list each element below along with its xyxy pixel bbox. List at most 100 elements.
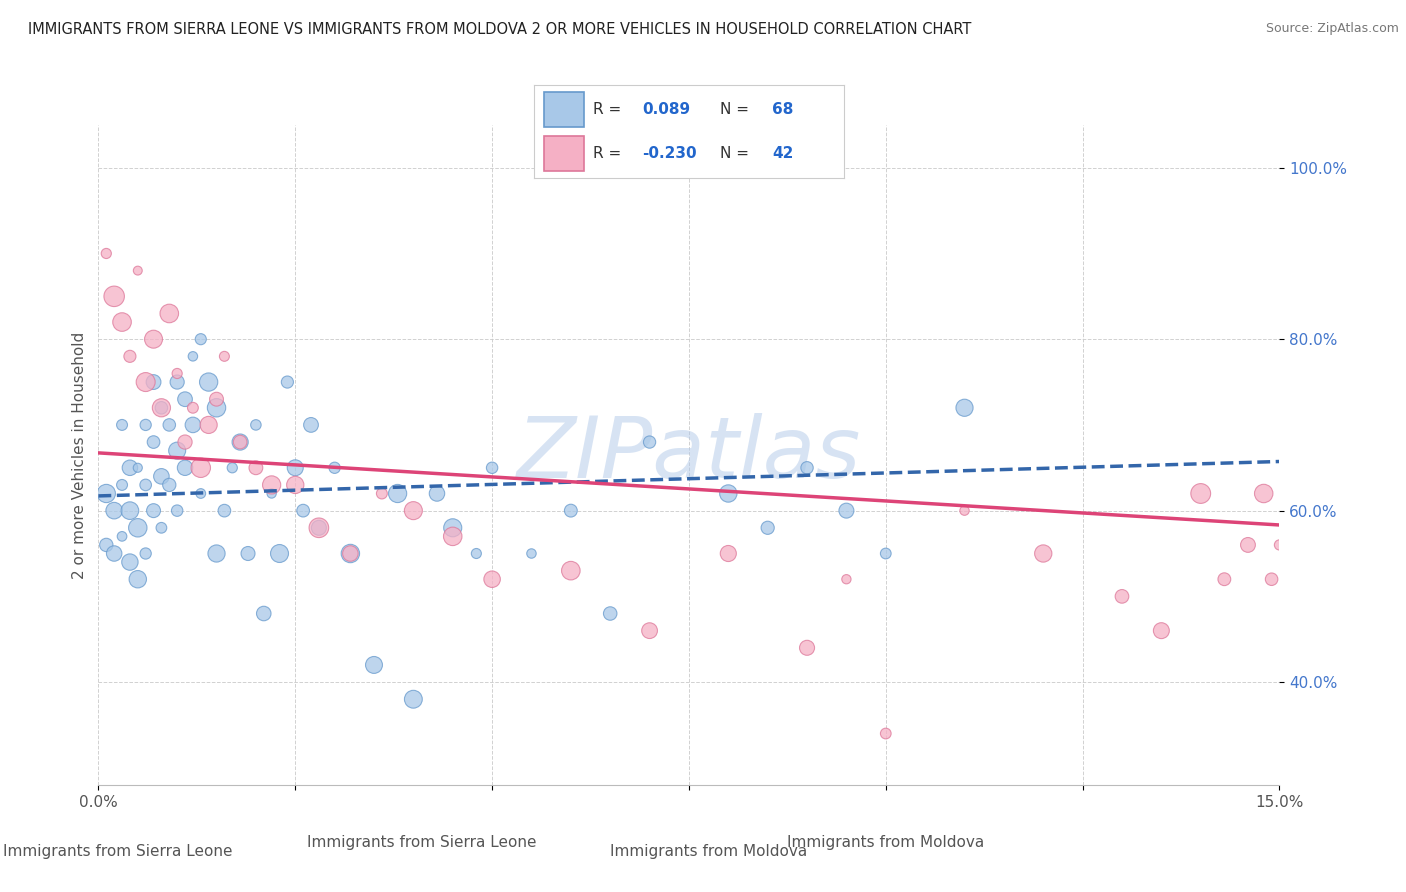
Point	[260, 486, 283, 500]
Text: N =: N =	[720, 102, 754, 117]
Point	[236, 547, 259, 561]
Point	[197, 375, 219, 389]
Point	[166, 375, 188, 389]
Point	[363, 657, 385, 672]
Point	[157, 417, 180, 432]
FancyBboxPatch shape	[544, 92, 583, 127]
Point	[190, 460, 212, 475]
Text: 42: 42	[772, 146, 794, 161]
Point	[402, 503, 425, 517]
Point	[157, 306, 180, 320]
Point	[103, 547, 125, 561]
Point	[245, 417, 267, 432]
Point	[796, 640, 818, 655]
Point	[135, 478, 157, 492]
Point	[181, 417, 204, 432]
Point	[174, 392, 197, 407]
Point	[197, 417, 219, 432]
Point	[371, 486, 394, 500]
Point	[111, 478, 134, 492]
Point	[229, 435, 252, 450]
Point	[953, 401, 976, 415]
Point	[111, 529, 134, 543]
Point	[756, 521, 779, 535]
Point	[1189, 486, 1212, 500]
Point	[111, 315, 134, 329]
Point	[96, 538, 118, 552]
Point	[142, 435, 165, 450]
Point	[96, 246, 118, 260]
Point	[284, 478, 307, 492]
Point	[221, 460, 243, 475]
Point	[190, 332, 212, 346]
Point	[560, 564, 582, 578]
Point	[118, 349, 141, 363]
Point	[638, 435, 661, 450]
Point	[111, 417, 134, 432]
Point	[441, 521, 464, 535]
Point	[875, 726, 897, 740]
Point	[253, 607, 276, 621]
Point	[308, 521, 330, 535]
Point	[599, 607, 621, 621]
Point	[142, 332, 165, 346]
Point	[520, 547, 543, 561]
Point	[103, 503, 125, 517]
Text: -0.230: -0.230	[643, 146, 697, 161]
Point	[174, 435, 197, 450]
Point	[150, 401, 173, 415]
Point	[387, 486, 409, 500]
Y-axis label: 2 or more Vehicles in Household: 2 or more Vehicles in Household	[72, 331, 87, 579]
Point	[214, 349, 236, 363]
Point	[142, 503, 165, 517]
Point	[276, 375, 298, 389]
Text: N =: N =	[720, 146, 754, 161]
Point	[118, 555, 141, 569]
Point	[166, 443, 188, 458]
Point	[299, 417, 322, 432]
Point	[481, 460, 503, 475]
Point	[323, 460, 346, 475]
Point	[717, 486, 740, 500]
Text: R =: R =	[593, 146, 626, 161]
Point	[339, 547, 361, 561]
Point	[174, 460, 197, 475]
Point	[1260, 572, 1282, 586]
Point	[96, 486, 118, 500]
Point	[135, 375, 157, 389]
Point	[260, 478, 283, 492]
Point	[560, 503, 582, 517]
Point	[127, 521, 149, 535]
Text: ZIPatlas: ZIPatlas	[517, 413, 860, 497]
Point	[127, 460, 149, 475]
Point	[166, 503, 188, 517]
Text: Source: ZipAtlas.com: Source: ZipAtlas.com	[1265, 22, 1399, 36]
Point	[181, 401, 204, 415]
Point	[835, 503, 858, 517]
Text: 0.089: 0.089	[643, 102, 690, 117]
Point	[1237, 538, 1260, 552]
Point	[953, 503, 976, 517]
Point	[135, 547, 157, 561]
Point	[1213, 572, 1236, 586]
Point	[339, 547, 361, 561]
Point	[205, 401, 228, 415]
Point	[1150, 624, 1173, 638]
Point	[835, 572, 858, 586]
Point	[166, 367, 188, 381]
Point	[142, 375, 165, 389]
Text: R =: R =	[593, 102, 626, 117]
Point	[402, 692, 425, 706]
Point	[214, 503, 236, 517]
Point	[269, 547, 291, 561]
Point	[1268, 538, 1291, 552]
Point	[181, 349, 204, 363]
Point	[441, 529, 464, 543]
Point	[308, 521, 330, 535]
Point	[284, 460, 307, 475]
Point	[118, 503, 141, 517]
Point	[1111, 590, 1133, 604]
Point	[465, 547, 488, 561]
Point	[292, 503, 315, 517]
Text: IMMIGRANTS FROM SIERRA LEONE VS IMMIGRANTS FROM MOLDOVA 2 OR MORE VEHICLES IN HO: IMMIGRANTS FROM SIERRA LEONE VS IMMIGRAN…	[28, 22, 972, 37]
